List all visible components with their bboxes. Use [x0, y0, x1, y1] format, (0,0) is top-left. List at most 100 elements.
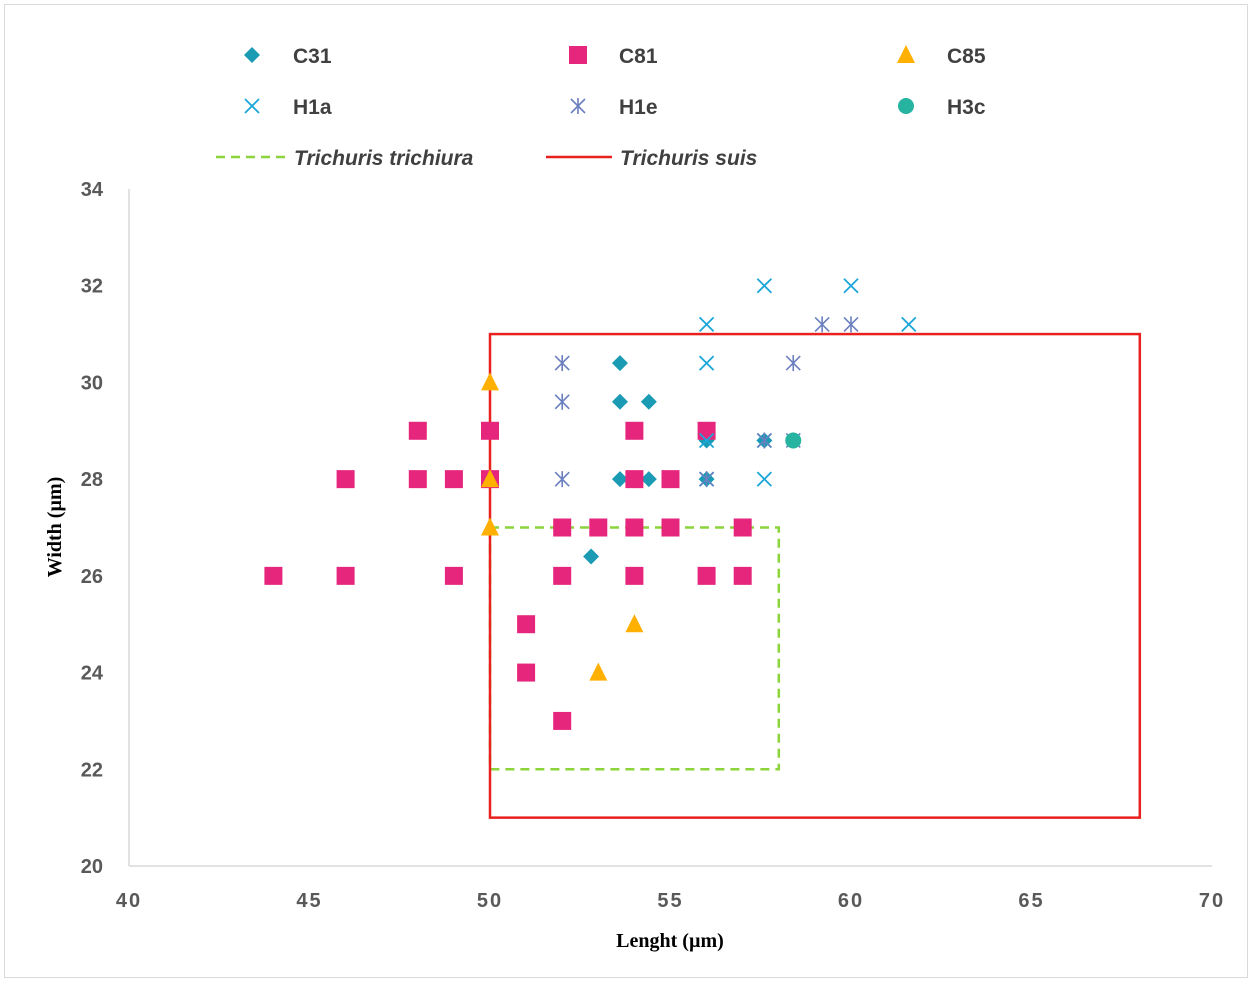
point-c81	[553, 518, 572, 537]
y-tick-label: 26	[81, 566, 103, 588]
point-c31	[611, 393, 628, 410]
y-tick-label: 28	[81, 469, 103, 491]
legend-label: Trichuris suis	[620, 147, 757, 170]
legend-label: C81	[619, 45, 658, 68]
legend-item-h3c: H3c	[898, 96, 986, 119]
x-tick-label: 55	[657, 890, 683, 912]
axes	[128, 189, 1212, 867]
point-c81	[444, 470, 463, 489]
series-c81	[264, 421, 752, 730]
point-c31	[611, 355, 628, 372]
point-h1e	[814, 316, 830, 333]
point-h1e	[843, 316, 859, 333]
point-c31	[583, 548, 600, 565]
reference-regions	[488, 332, 1142, 819]
legend-label: C85	[947, 45, 986, 68]
x-tick-label: 60	[838, 890, 864, 912]
point-c81	[264, 566, 283, 585]
point-h1a	[843, 278, 859, 294]
point-h1a	[901, 316, 917, 333]
point-c85	[481, 469, 499, 488]
point-h3c	[785, 432, 802, 449]
point-c85	[625, 614, 644, 633]
legend-marker-h1a	[244, 98, 260, 114]
point-h1e	[554, 393, 570, 410]
point-h1a	[698, 316, 715, 333]
legend-label: H1e	[619, 96, 658, 119]
series-c85	[481, 372, 644, 681]
chart-frame	[4, 4, 1248, 978]
y-axis-title: Width (µm)	[44, 477, 66, 578]
point-h1a	[756, 471, 772, 487]
y-tick-label: 20	[81, 856, 103, 878]
point-c85	[589, 662, 608, 681]
point-c31	[640, 393, 657, 410]
point-c81	[733, 566, 752, 585]
series-h3c	[785, 432, 802, 449]
region-trichuris-suis	[488, 332, 1142, 819]
x-axis-title: Lenght (µm)	[616, 930, 724, 952]
y-tick-label: 24	[81, 663, 104, 685]
legend-marker-h1e	[570, 98, 586, 114]
point-h1e	[554, 355, 570, 372]
point-h1a	[756, 278, 772, 294]
legend-label: C31	[293, 45, 332, 68]
point-c81	[661, 470, 680, 489]
tick-labels: 40 45 50 55 60 65 70 20 22 24 26 28 30 32 34	[81, 179, 1225, 912]
y-tick-label: 30	[81, 372, 103, 394]
legend-label: H1a	[293, 96, 332, 119]
x-tick-label: 70	[1199, 890, 1225, 912]
x-tick-label: 65	[1018, 890, 1044, 912]
legend-marker-c85	[897, 45, 915, 63]
data-points	[264, 278, 917, 730]
series-h1a	[698, 278, 917, 487]
legend-label: H3c	[947, 96, 986, 119]
point-c81	[517, 663, 536, 682]
point-c81	[661, 518, 680, 537]
point-c31	[640, 471, 657, 488]
y-tick-label: 32	[81, 276, 103, 298]
legend-item-c85: C85	[897, 45, 986, 68]
region-trichuris-trichiura	[488, 526, 781, 771]
legend-item-c81: C81	[569, 45, 658, 68]
point-c85	[481, 372, 499, 391]
legend-marker-h3c	[898, 98, 914, 114]
legend: C31 C81 C85 H1a H1e H3c Trichuris trichiura Tri…	[216, 45, 986, 170]
point-c81	[517, 615, 536, 634]
legend-item-h1e: H1e	[570, 96, 658, 119]
point-c81	[589, 518, 608, 537]
y-tick-label: 34	[81, 179, 104, 201]
point-h1a	[698, 432, 715, 449]
point-c81	[408, 421, 427, 440]
x-tick-label: 45	[296, 890, 322, 912]
point-c81	[336, 566, 355, 585]
legend-item-c31: C31	[244, 45, 332, 68]
point-c81	[697, 566, 716, 585]
point-c81	[553, 566, 572, 585]
legend-item-h1a: H1a	[244, 96, 332, 119]
legend-label: Trichuris trichiura	[294, 147, 474, 170]
x-tick-label: 40	[116, 890, 142, 912]
point-c81	[625, 421, 644, 440]
point-h1e	[756, 432, 772, 449]
point-c81	[481, 421, 499, 440]
point-c81	[444, 566, 463, 585]
point-c81	[336, 470, 355, 489]
point-h1e	[554, 471, 570, 488]
legend-marker-c31	[244, 47, 260, 63]
point-h1a	[698, 355, 715, 371]
point-c81	[625, 566, 644, 585]
y-tick-label: 22	[81, 759, 103, 781]
legend-marker-c81	[569, 46, 587, 64]
legend-item-trichuris-trichiura: Trichuris trichiura	[216, 147, 474, 170]
legend-item-trichuris-suis: Trichuris suis	[546, 147, 757, 170]
x-tick-label: 50	[477, 890, 503, 912]
point-h1e	[699, 471, 715, 488]
point-c81	[625, 518, 644, 537]
point-c81	[625, 470, 644, 489]
series-h1e	[554, 316, 859, 488]
point-c31	[611, 471, 628, 488]
point-c81	[408, 470, 427, 489]
point-c81	[733, 518, 752, 537]
